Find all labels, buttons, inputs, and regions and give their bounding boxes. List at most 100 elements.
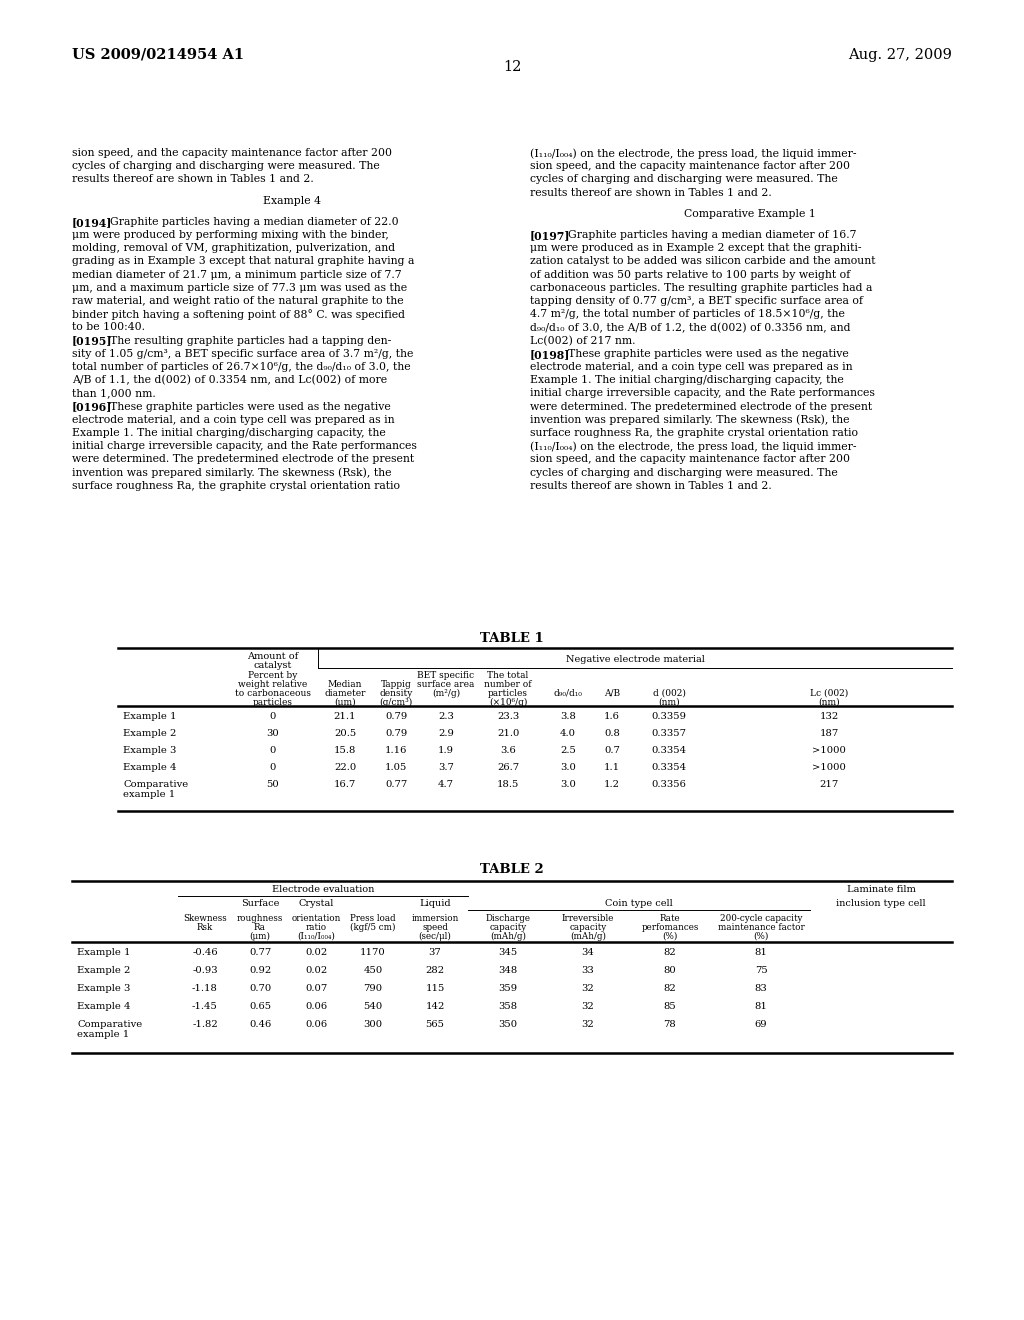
Text: 0: 0 bbox=[269, 711, 276, 721]
Text: μm were produced as in Example 2 except that the graphiti-: μm were produced as in Example 2 except … bbox=[530, 243, 861, 253]
Text: sion speed, and the capacity maintenance factor after 200: sion speed, and the capacity maintenance… bbox=[530, 161, 850, 172]
Text: 200-cycle capacity: 200-cycle capacity bbox=[720, 913, 802, 923]
Text: Discharge: Discharge bbox=[485, 913, 530, 923]
Text: 82: 82 bbox=[664, 983, 677, 993]
Text: speed: speed bbox=[422, 923, 447, 932]
Text: 0: 0 bbox=[269, 746, 276, 755]
Text: 348: 348 bbox=[499, 966, 517, 975]
Text: (g/cm³): (g/cm³) bbox=[379, 698, 413, 708]
Text: Example 1: Example 1 bbox=[77, 948, 130, 957]
Text: >1000: >1000 bbox=[812, 746, 846, 755]
Text: carbonaceous particles. The resulting graphite particles had a: carbonaceous particles. The resulting gr… bbox=[530, 282, 872, 293]
Text: immersion: immersion bbox=[412, 913, 459, 923]
Text: 37: 37 bbox=[429, 948, 441, 957]
Text: [0197]: [0197] bbox=[530, 230, 570, 242]
Text: 0.7: 0.7 bbox=[604, 746, 620, 755]
Text: Lc (002): Lc (002) bbox=[810, 689, 848, 698]
Text: 0.65: 0.65 bbox=[249, 1002, 271, 1011]
Text: The resulting graphite particles had a tapping den-: The resulting graphite particles had a t… bbox=[96, 335, 391, 346]
Text: 0.79: 0.79 bbox=[385, 729, 408, 738]
Text: 82: 82 bbox=[664, 948, 677, 957]
Text: Example 1. The initial charging/discharging capacity, the: Example 1. The initial charging/discharg… bbox=[530, 375, 844, 385]
Text: Surface: Surface bbox=[241, 899, 280, 908]
Text: 359: 359 bbox=[499, 983, 517, 993]
Text: 4.7: 4.7 bbox=[438, 780, 454, 789]
Text: cycles of charging and discharging were measured. The: cycles of charging and discharging were … bbox=[530, 467, 838, 478]
Text: 1.16: 1.16 bbox=[385, 746, 408, 755]
Text: 81: 81 bbox=[755, 1002, 767, 1011]
Text: raw material, and weight ratio of the natural graphite to the: raw material, and weight ratio of the na… bbox=[72, 296, 403, 306]
Text: 75: 75 bbox=[755, 966, 767, 975]
Text: Example 1. The initial charging/discharging capacity, the: Example 1. The initial charging/discharg… bbox=[72, 428, 386, 438]
Text: Tappig: Tappig bbox=[381, 680, 412, 689]
Text: 78: 78 bbox=[664, 1020, 677, 1030]
Text: US 2009/0214954 A1: US 2009/0214954 A1 bbox=[72, 48, 244, 62]
Text: 4.0: 4.0 bbox=[560, 729, 575, 738]
Text: (kgf/5 cm): (kgf/5 cm) bbox=[350, 923, 395, 932]
Text: 0.8: 0.8 bbox=[604, 729, 620, 738]
Text: orientation: orientation bbox=[291, 913, 341, 923]
Text: of addition was 50 parts relative to 100 parts by weight of: of addition was 50 parts relative to 100… bbox=[530, 269, 850, 280]
Text: Skewness: Skewness bbox=[183, 913, 227, 923]
Text: Ra: Ra bbox=[254, 923, 266, 932]
Text: Comparative Example 1: Comparative Example 1 bbox=[684, 209, 816, 219]
Text: 0.77: 0.77 bbox=[249, 948, 271, 957]
Text: results thereof are shown in Tables 1 and 2.: results thereof are shown in Tables 1 an… bbox=[72, 174, 313, 185]
Text: capacity: capacity bbox=[569, 923, 606, 932]
Text: 0.3359: 0.3359 bbox=[651, 711, 686, 721]
Text: inclusion type cell: inclusion type cell bbox=[837, 899, 926, 908]
Text: Coin type cell: Coin type cell bbox=[605, 899, 673, 908]
Text: 1.6: 1.6 bbox=[604, 711, 620, 721]
Text: [0194]: [0194] bbox=[72, 216, 113, 228]
Text: 2.3: 2.3 bbox=[438, 711, 454, 721]
Text: 3.7: 3.7 bbox=[438, 763, 454, 772]
Text: (nm): (nm) bbox=[658, 698, 680, 708]
Text: perfomances: perfomances bbox=[641, 923, 698, 932]
Text: 20.5: 20.5 bbox=[334, 729, 356, 738]
Text: Comparative: Comparative bbox=[77, 1020, 142, 1030]
Text: weight relative: weight relative bbox=[239, 680, 307, 689]
Text: sion speed, and the capacity maintenance factor after 200: sion speed, and the capacity maintenance… bbox=[530, 454, 850, 465]
Text: 187: 187 bbox=[819, 729, 839, 738]
Text: (I₁₁₀/I₀₀₄): (I₁₁₀/I₀₀₄) bbox=[297, 932, 335, 941]
Text: 3.0: 3.0 bbox=[560, 780, 575, 789]
Text: A/B: A/B bbox=[604, 689, 621, 698]
Text: Irreversible: Irreversible bbox=[562, 913, 614, 923]
Text: maintenance factor: maintenance factor bbox=[718, 923, 805, 932]
Text: electrode material, and a coin type cell was prepared as in: electrode material, and a coin type cell… bbox=[72, 414, 394, 425]
Text: (nm): (nm) bbox=[818, 698, 840, 708]
Text: invention was prepared similarly. The skewness (Rsk), the: invention was prepared similarly. The sk… bbox=[72, 467, 391, 478]
Text: (%): (%) bbox=[663, 932, 678, 941]
Text: 0.06: 0.06 bbox=[305, 1002, 327, 1011]
Text: Amount of: Amount of bbox=[248, 652, 299, 661]
Text: to carbonaceous: to carbonaceous bbox=[234, 689, 311, 698]
Text: (mAh/g): (mAh/g) bbox=[490, 932, 526, 941]
Text: 21.1: 21.1 bbox=[334, 711, 356, 721]
Text: to be 100:40.: to be 100:40. bbox=[72, 322, 145, 333]
Text: 450: 450 bbox=[364, 966, 383, 975]
Text: example 1: example 1 bbox=[123, 789, 175, 799]
Text: -0.93: -0.93 bbox=[193, 966, 218, 975]
Text: 18.5: 18.5 bbox=[497, 780, 519, 789]
Text: 2.5: 2.5 bbox=[560, 746, 575, 755]
Text: (μm): (μm) bbox=[250, 932, 270, 941]
Text: d₉₀/d₁₀ of 3.0, the A/B of 1.2, the d(002) of 0.3356 nm, and: d₉₀/d₁₀ of 3.0, the A/B of 1.2, the d(00… bbox=[530, 322, 851, 333]
Text: 0.3354: 0.3354 bbox=[651, 746, 686, 755]
Text: 83: 83 bbox=[755, 983, 767, 993]
Text: 32: 32 bbox=[582, 983, 594, 993]
Text: A/B of 1.1, the d(002) of 0.3354 nm, and Lc(002) of more: A/B of 1.1, the d(002) of 0.3354 nm, and… bbox=[72, 375, 387, 385]
Text: d (002): d (002) bbox=[652, 689, 685, 698]
Text: tapping density of 0.77 g/cm³, a BET specific surface area of: tapping density of 0.77 g/cm³, a BET spe… bbox=[530, 296, 863, 306]
Text: Comparative: Comparative bbox=[123, 780, 188, 789]
Text: 0.46: 0.46 bbox=[249, 1020, 271, 1030]
Text: than 1,000 nm.: than 1,000 nm. bbox=[72, 388, 156, 399]
Text: catalyst: catalyst bbox=[254, 661, 292, 671]
Text: These graphite particles were used as the negative: These graphite particles were used as th… bbox=[96, 401, 391, 412]
Text: 69: 69 bbox=[755, 1020, 767, 1030]
Text: Example 2: Example 2 bbox=[123, 729, 176, 738]
Text: -1.82: -1.82 bbox=[193, 1020, 218, 1030]
Text: example 1: example 1 bbox=[77, 1030, 129, 1039]
Text: 350: 350 bbox=[499, 1020, 517, 1030]
Text: 3.0: 3.0 bbox=[560, 763, 575, 772]
Text: results thereof are shown in Tables 1 and 2.: results thereof are shown in Tables 1 an… bbox=[530, 480, 772, 491]
